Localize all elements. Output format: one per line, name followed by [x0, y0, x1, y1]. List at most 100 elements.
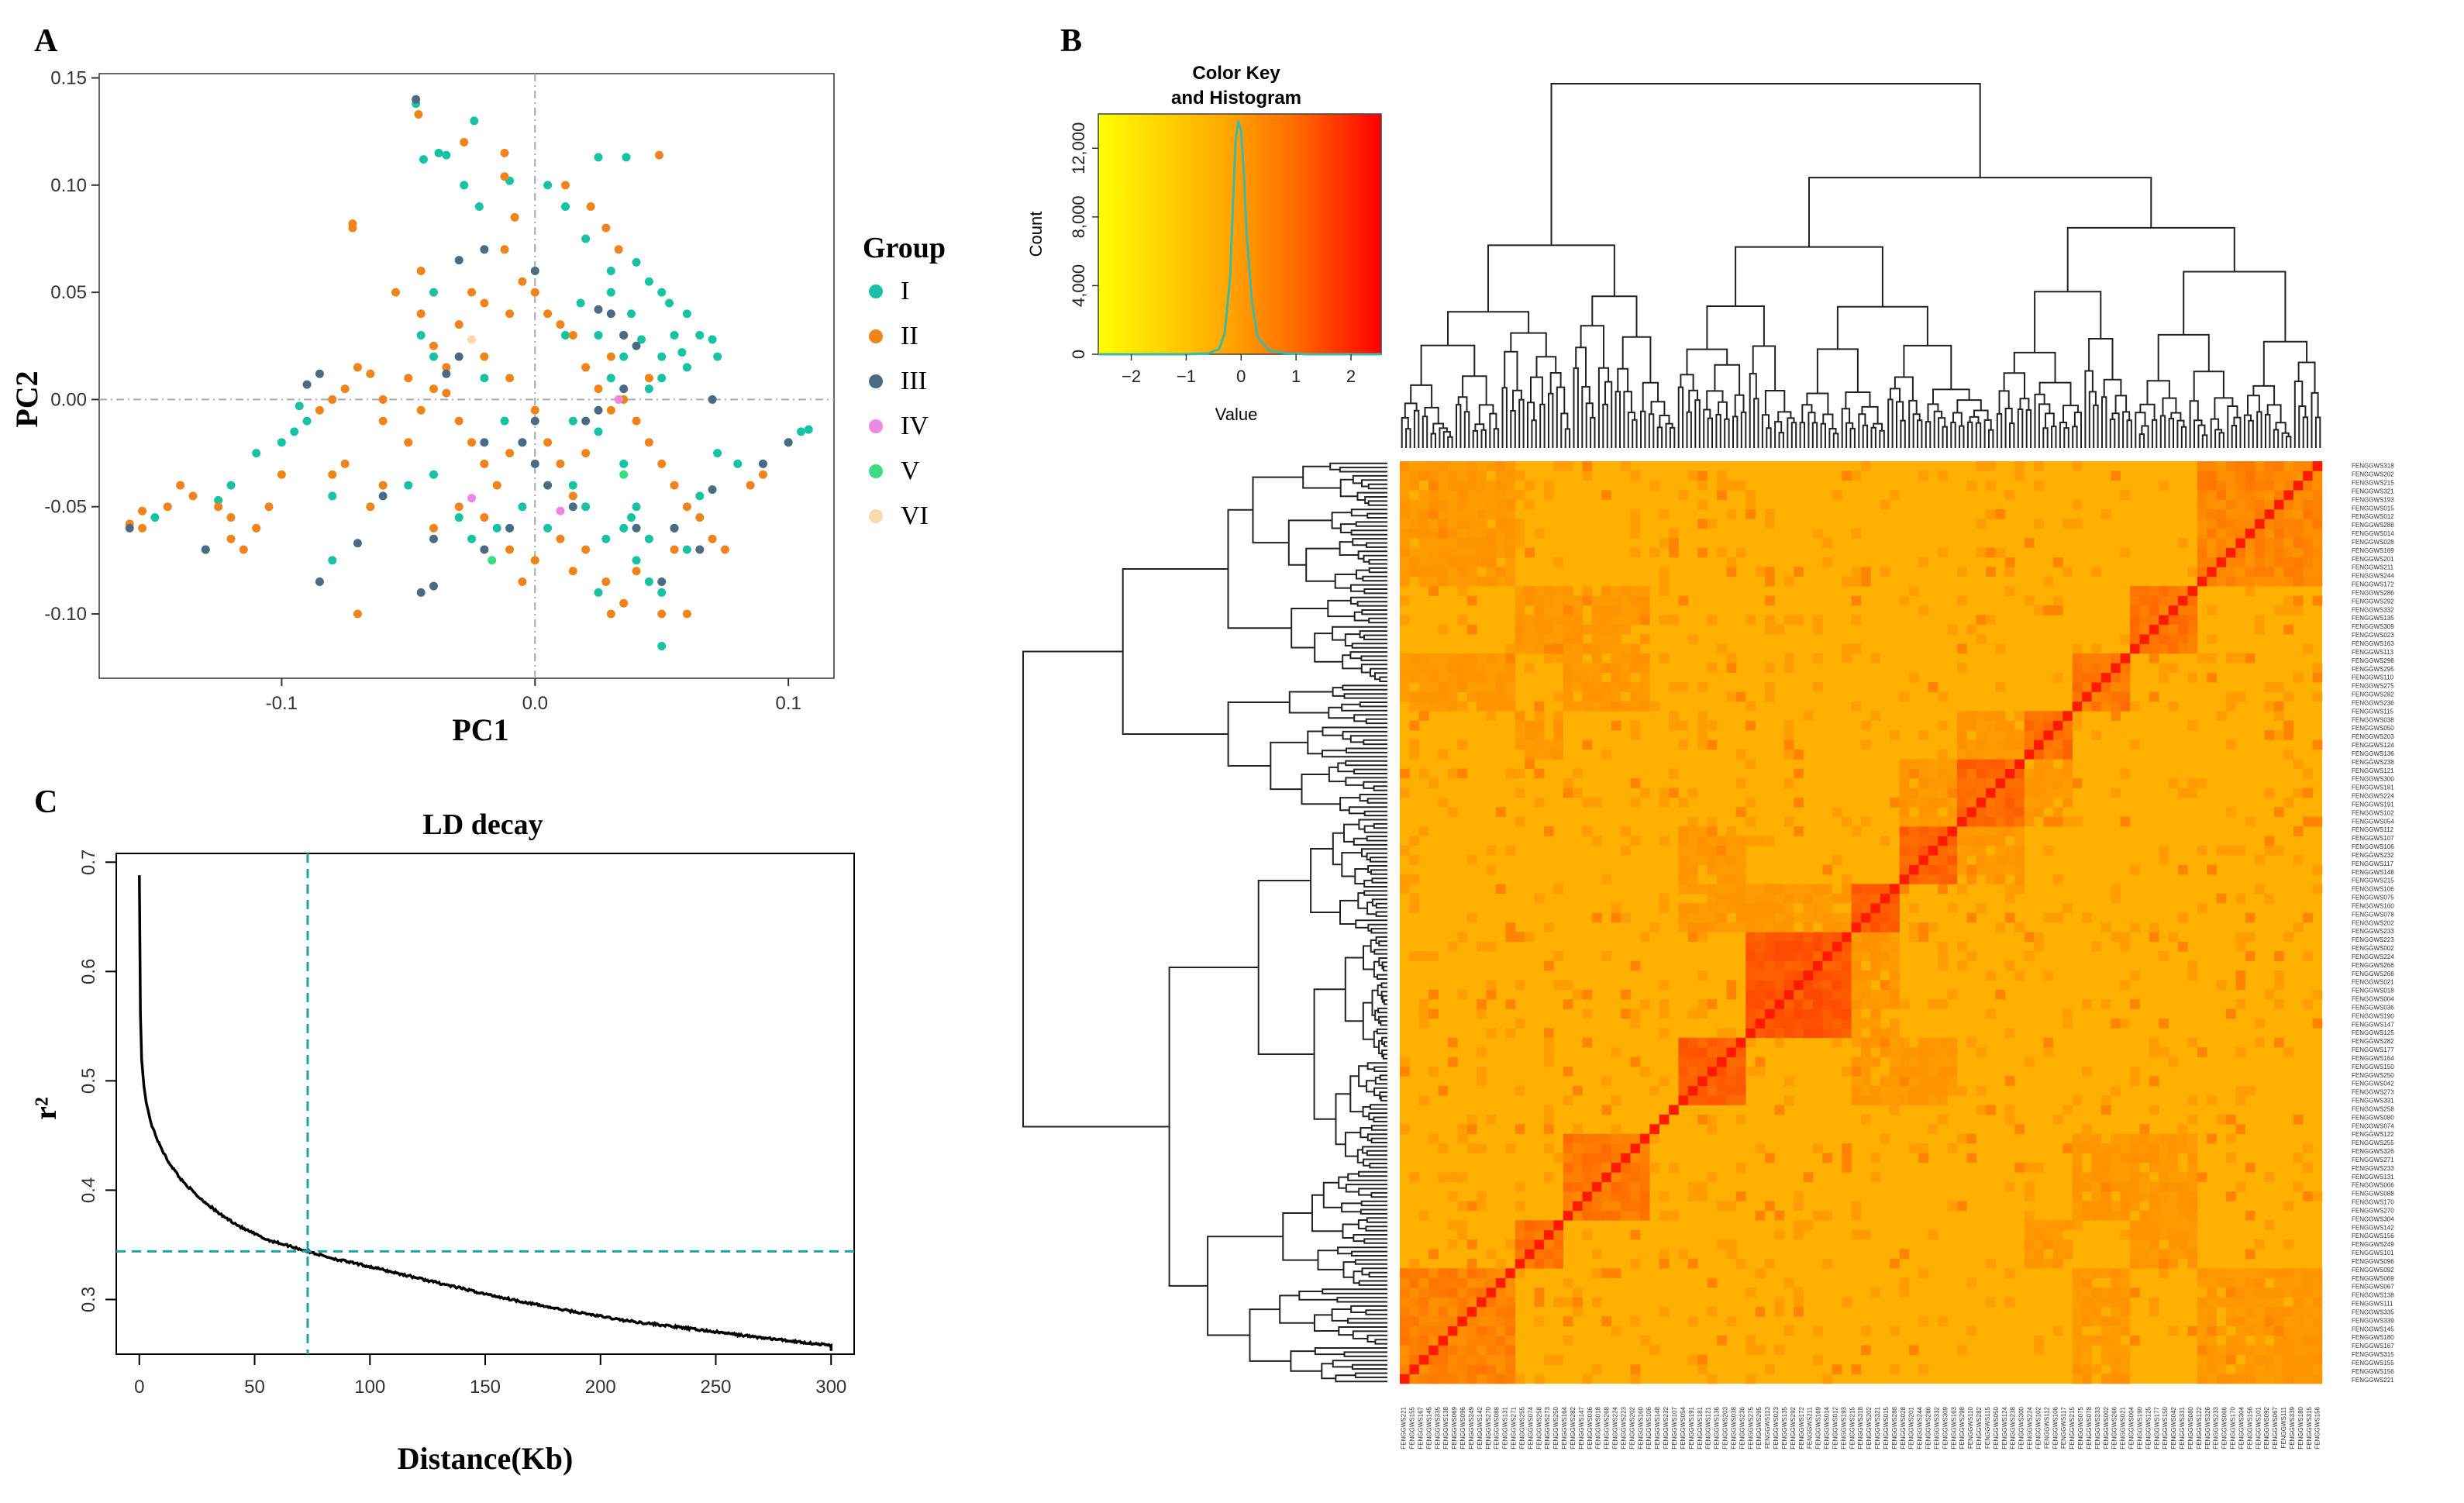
heatmap-cell [1783, 999, 1794, 1009]
heatmap-cell [2245, 499, 2256, 510]
column-dendrogram-branch [2051, 426, 2057, 448]
heatmap-cell [1466, 567, 1477, 577]
heatmap-cell [1621, 663, 1631, 674]
heatmap-cell [1477, 499, 1487, 510]
heatmap-cell [1418, 701, 1429, 712]
heatmap-cell [1543, 643, 1554, 654]
heatmap-cell [1966, 778, 1977, 788]
heatmap-cell [1563, 682, 1573, 692]
heatmap-cell [1457, 615, 1468, 626]
heatmap-cell [1601, 1268, 1612, 1278]
heatmap-cell [2082, 1268, 2092, 1278]
pca-y-tick-label: 0.00 [50, 389, 87, 410]
heatmap-cell [1563, 1172, 1573, 1182]
heatmap-cell [2091, 1336, 2102, 1346]
heatmap-cell [2264, 1345, 2275, 1356]
pca-point-group-II [226, 534, 236, 543]
heatmap-cell [1418, 1325, 1429, 1336]
heatmap-cell [1582, 1374, 1593, 1384]
heatmap-cell [2072, 1210, 2083, 1221]
heatmap-cell [1735, 1057, 1746, 1067]
heatmap-cell [1553, 951, 1564, 961]
heatmap-cell [1447, 576, 1458, 587]
heatmap-cell [1880, 1095, 1890, 1105]
heatmap-cell [1486, 1374, 1497, 1384]
heatmap-cell [2130, 1201, 2140, 1212]
heatmap-cell [1525, 615, 1535, 626]
heatmap-row-label: FENGGWS074 [2352, 1122, 2394, 1129]
heatmap-cell [1976, 807, 1987, 817]
heatmap-cell [2216, 461, 2227, 471]
row-dendrogram-branch [1314, 1314, 1339, 1332]
heatmap-cell [1466, 1268, 1477, 1278]
heatmap-cell [2264, 471, 2275, 481]
heatmap-cell [1457, 1288, 1468, 1298]
column-dendrogram-branch [1456, 404, 1462, 448]
heatmap-cell [1995, 749, 2006, 760]
heatmap-cell [1986, 480, 1996, 491]
heatmap-cell [1438, 1172, 1449, 1182]
heatmap-cell [1495, 461, 1506, 471]
heatmap-cell [1486, 941, 1497, 952]
heatmap-cell [1956, 797, 1967, 808]
heatmap-cell [1466, 1277, 1477, 1288]
heatmap-cell [1851, 932, 1862, 943]
heatmap-cell [1573, 643, 1583, 654]
heatmap-cell [2216, 980, 2227, 991]
heatmap-cell [1899, 826, 1910, 836]
heatmap-cell [2197, 547, 2207, 558]
pca-point-group-I [576, 298, 585, 308]
heatmap-column-label: FENGGWS136 [1714, 1406, 1721, 1449]
heatmap-cell [1976, 826, 1987, 836]
heatmap-cell [1842, 960, 1852, 971]
heatmap-cell [2207, 519, 2217, 529]
heatmap-cell [1534, 730, 1545, 740]
heatmap-cell [2159, 951, 2169, 961]
heatmap-cell [1447, 1364, 1458, 1374]
heatmap-cell [1447, 701, 1458, 712]
heatmap-cell [1794, 960, 1804, 971]
heatmap-cell [2312, 1374, 2323, 1384]
heatmap-cell [1639, 1210, 1650, 1221]
heatmap-cell [1515, 739, 1525, 750]
heatmap-column-label: FENGGWS080 [2187, 1406, 2194, 1449]
row-dendrogram-branch [1252, 476, 1304, 544]
heatmap-cell [2168, 634, 2179, 644]
heatmap-cell [2024, 1249, 2035, 1260]
heatmap-cell [1765, 970, 1775, 981]
column-dendrogram-branch [1585, 402, 1594, 448]
row-dendrogram-branch [1355, 521, 1387, 527]
heatmap-row-label: FENGGWS215 [2352, 877, 2394, 884]
heatmap-cell [2120, 547, 2131, 558]
ld-y-tick-label: 0.7 [78, 850, 99, 875]
heatmap-cell [1995, 874, 2006, 884]
heatmap-cell [2216, 490, 2227, 500]
heatmap-cell [1832, 1028, 1842, 1039]
column-dendrogram-branch [1969, 415, 1980, 423]
row-dendrogram-branch [1377, 984, 1382, 996]
heatmap-column-label: FENGGWS202 [1628, 1406, 1635, 1449]
row-dendrogram-branch [1351, 1363, 1387, 1370]
pca-point-group-II [746, 481, 755, 490]
heatmap-cell [2034, 1229, 2044, 1240]
heatmap-cell [1630, 1374, 1641, 1384]
column-dendrogram-branch [2189, 400, 2199, 448]
heatmap-cell [1726, 663, 1737, 674]
heatmap-cell [1938, 1095, 1948, 1105]
pca-point-group-II [614, 245, 623, 254]
heatmap-cell [1717, 1085, 1727, 1096]
heatmap-cell [2303, 557, 2313, 567]
pca-point-group-I [695, 491, 705, 501]
heatmap-cell [2159, 1210, 2169, 1221]
heatmap-cell [1822, 951, 1833, 961]
heatmap-cell [1928, 1037, 1938, 1048]
heatmap-cell [1687, 864, 1698, 875]
heatmap-cell [1639, 1336, 1650, 1346]
heatmap-cell [1890, 1325, 1900, 1336]
heatmap-cell [1466, 855, 1477, 865]
heatmap-cell [1735, 1095, 1746, 1105]
heatmap-cell [2187, 1220, 2198, 1230]
pca-point-group-III [125, 523, 134, 533]
heatmap-cell [1649, 1133, 1659, 1144]
heatmap-cell [1669, 528, 1679, 539]
